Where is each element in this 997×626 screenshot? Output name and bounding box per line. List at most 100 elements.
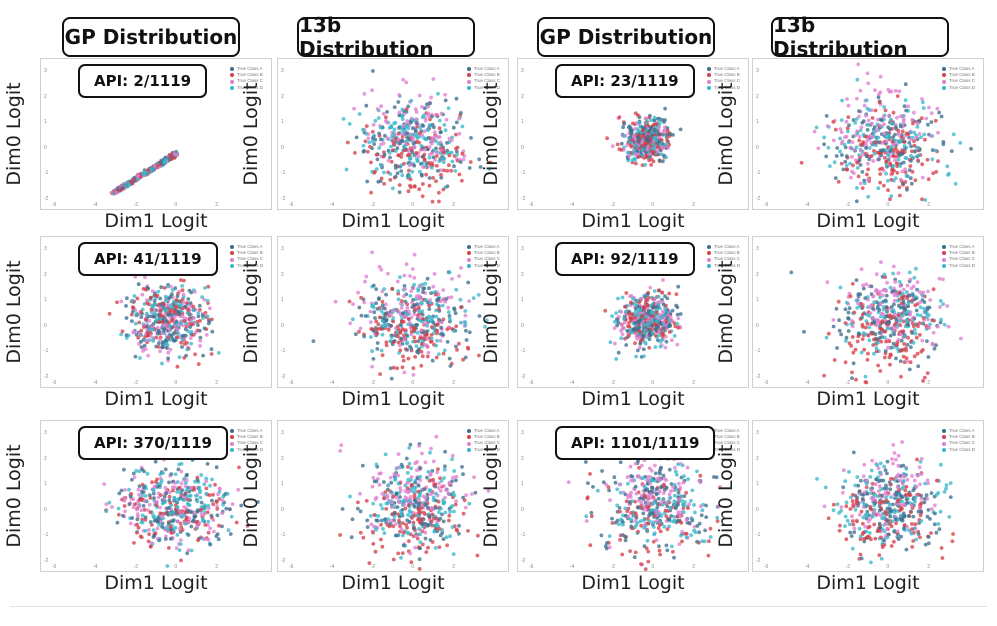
scatter-point: [635, 149, 640, 153]
scatter-point: [937, 110, 941, 115]
scatter-point: [457, 531, 461, 536]
scatter-point: [633, 127, 638, 131]
x-tick-label: 0: [174, 202, 178, 208]
scatter-point: [156, 514, 161, 519]
scatter-point: [134, 469, 139, 473]
scatter-point: [652, 297, 657, 302]
scatter-point: [891, 271, 895, 276]
scatter-point: [450, 159, 455, 164]
scatter-point: [400, 327, 405, 332]
scatter-point: [410, 136, 415, 141]
scatter-point: [405, 131, 409, 136]
scatter-point: [867, 338, 872, 343]
scatter-point: [925, 339, 929, 343]
scatter-point: [374, 495, 379, 500]
scatter-point: [389, 144, 393, 149]
scatter-point: [903, 82, 908, 87]
scatter-point: [648, 333, 653, 338]
legend-item: True Class D: [941, 85, 975, 91]
scatter-point: [442, 123, 447, 127]
legend: True Class A True Class B True Class C True…: [941, 244, 975, 269]
y-axis-label: Dim0 Logit: [480, 260, 502, 364]
scatter-point: [124, 304, 128, 308]
scatter-point: [615, 142, 620, 147]
scatter-point: [400, 173, 405, 178]
scatter-point: [420, 301, 424, 306]
scatter-point: [486, 488, 491, 493]
scatter-point: [463, 313, 468, 318]
scatter-point: [630, 312, 635, 317]
scatter-point: [426, 128, 430, 132]
scatter-point: [888, 362, 892, 367]
y-axis-label: Dim0 Logit: [480, 82, 502, 186]
legend-marker: [941, 245, 946, 250]
scatter-point: [934, 343, 938, 348]
scatter-point: [927, 105, 931, 110]
scatter-point: [460, 151, 465, 156]
scatter-point: [625, 143, 630, 148]
scatter-point: [434, 308, 438, 313]
scatter-point: [436, 467, 440, 471]
scatter-point: [871, 294, 876, 298]
scatter-point: [887, 355, 892, 360]
scatter-point: [199, 505, 204, 509]
scatter-point: [850, 140, 855, 144]
scatter-point: [377, 471, 382, 476]
scatter-point: [404, 262, 409, 267]
scatter-point: [204, 491, 209, 496]
scatter-point: [192, 485, 196, 490]
scatter-point: [899, 349, 903, 353]
scatter-point: [458, 160, 463, 164]
scatter-point: [893, 132, 897, 137]
scatter-point: [371, 283, 376, 288]
scatter-point: [434, 355, 439, 360]
scatter-point: [115, 300, 119, 305]
scatter-point: [938, 320, 943, 325]
scatter-point: [140, 292, 145, 297]
scatter-point: [910, 169, 915, 174]
scatter-point: [454, 132, 458, 137]
scatter-point: [377, 315, 382, 320]
y-tick-label: -1: [756, 348, 761, 355]
scatter-point: [210, 329, 215, 334]
scatter-point: [383, 313, 388, 318]
scatter-point: [143, 515, 148, 520]
scatter-point: [908, 176, 913, 181]
legend-label: True Class C: [236, 440, 263, 446]
scatter-point: [861, 283, 865, 288]
scatter-point: [178, 303, 182, 307]
scatter-point: [164, 491, 169, 496]
scatter-point: [652, 305, 657, 310]
scatter-point: [184, 506, 189, 511]
scatter-point: [175, 335, 180, 340]
scatter-point: [644, 154, 649, 159]
scatter-point: [443, 98, 448, 103]
scatter-point: [442, 348, 447, 353]
scatter-point: [422, 157, 427, 162]
scatter-point: [120, 329, 125, 334]
scatter-point: [413, 128, 418, 132]
scatter-point: [421, 510, 426, 515]
scatter-point: [177, 355, 182, 360]
scatter-point: [203, 311, 208, 315]
scatter-point: [865, 172, 869, 177]
scatter-point: [616, 350, 621, 355]
scatter-point: [929, 134, 934, 138]
scatter-point: [441, 332, 446, 337]
legend-marker: [706, 251, 711, 256]
scatter-point: [361, 127, 365, 132]
scatter-point: [366, 136, 371, 141]
x-axis-label: Dim1 Logit: [341, 210, 445, 232]
scatter-point: [149, 541, 154, 545]
scatter-point: [128, 179, 133, 184]
scatter-point: [886, 345, 890, 350]
scatter-point: [214, 465, 219, 470]
plot-area: -6 -4 -2 0 2 -2 -1 0 1 2 3 True Class A True Class B…: [752, 58, 984, 210]
scatter-point: [139, 315, 144, 319]
scatter-point: [890, 289, 895, 294]
scatter-point: [903, 147, 907, 151]
scatter-point: [398, 524, 402, 529]
scatter-point: [835, 346, 839, 350]
scatter-point: [357, 305, 362, 310]
x-axis-label: Dim1 Logit: [581, 388, 685, 410]
